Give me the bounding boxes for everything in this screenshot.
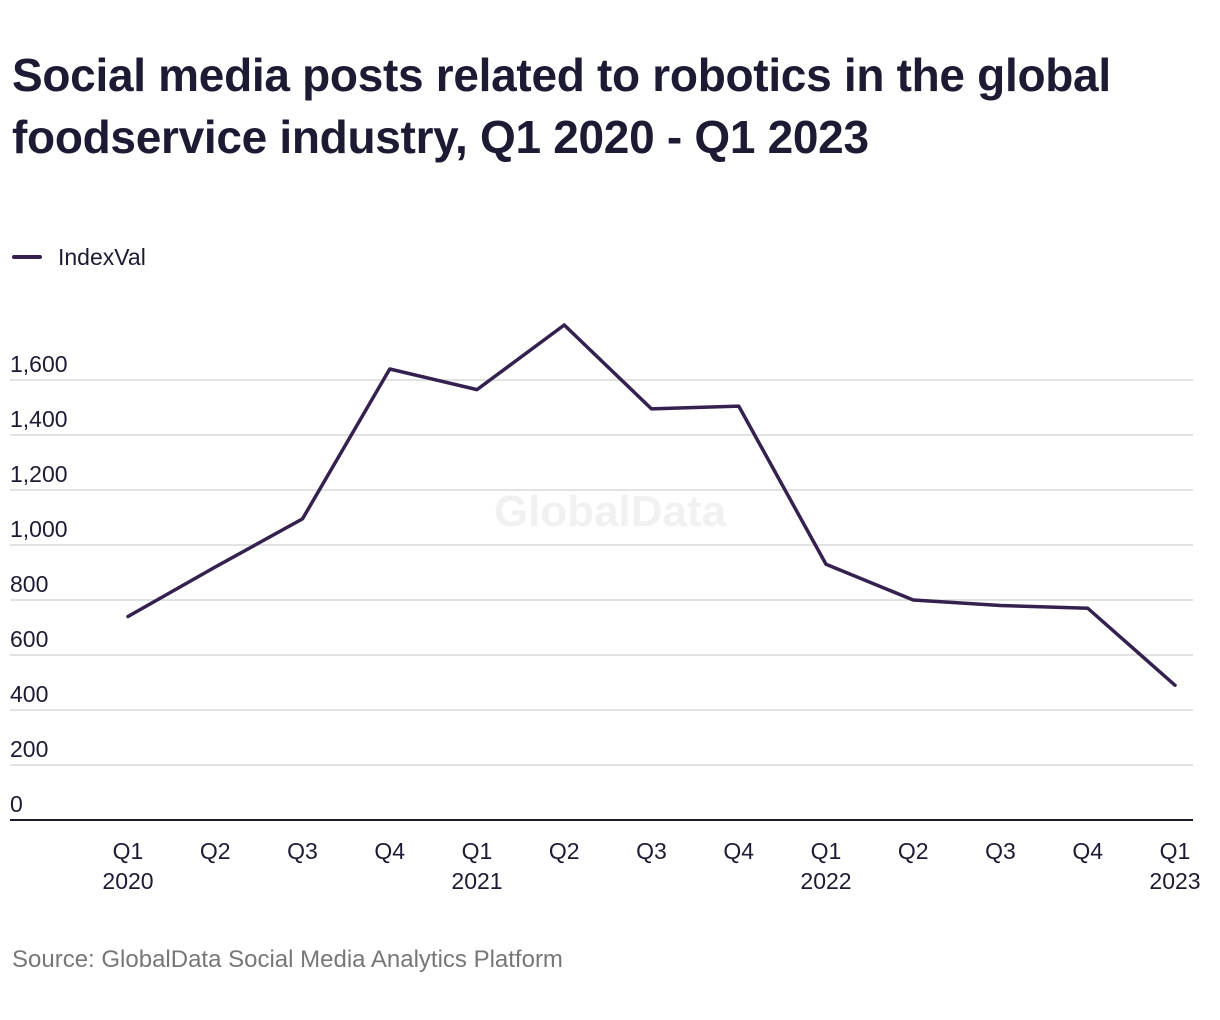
x-tick-label: Q3: [287, 838, 318, 864]
x-tick-label: Q1: [113, 838, 144, 864]
y-tick-label: 0: [10, 791, 23, 817]
x-tick-label: Q1: [462, 838, 493, 864]
y-tick-label: 1,200: [10, 461, 68, 487]
x-tick-label: Q2: [200, 838, 231, 864]
chart-title: Social media posts related to robotics i…: [12, 49, 1111, 163]
x-tick-label: Q2: [549, 838, 580, 864]
x-tick-label: Q1: [811, 838, 842, 864]
x-tick-label: Q3: [985, 838, 1016, 864]
x-tick-year-label: 2020: [102, 868, 153, 894]
x-tick-label: Q4: [723, 838, 754, 864]
x-tick-label: Q4: [1072, 838, 1103, 864]
source-note: Source: GlobalData Social Media Analytic…: [12, 946, 563, 973]
y-tick-label: 1,000: [10, 516, 68, 542]
y-tick-label: 1,600: [10, 351, 68, 377]
x-tick-year-label: 2022: [800, 868, 851, 894]
legend: IndexVal: [12, 240, 146, 274]
y-tick-label: 600: [10, 626, 48, 652]
x-tick-year-label: 2023: [1149, 868, 1200, 894]
x-tick-label: Q3: [636, 838, 667, 864]
x-tick-year-label: 2021: [451, 868, 502, 894]
watermark: GlobalData: [494, 487, 727, 536]
x-tick-label: Q1: [1160, 838, 1191, 864]
y-tick-label: 400: [10, 681, 48, 707]
x-tick-label: Q4: [374, 838, 405, 864]
y-tick-label: 800: [10, 571, 48, 597]
x-tick-label: Q2: [898, 838, 929, 864]
y-tick-label: 200: [10, 736, 48, 762]
y-tick-label: 1,400: [10, 406, 68, 432]
legend-swatch: [12, 255, 42, 259]
legend-label: IndexVal: [58, 243, 146, 270]
